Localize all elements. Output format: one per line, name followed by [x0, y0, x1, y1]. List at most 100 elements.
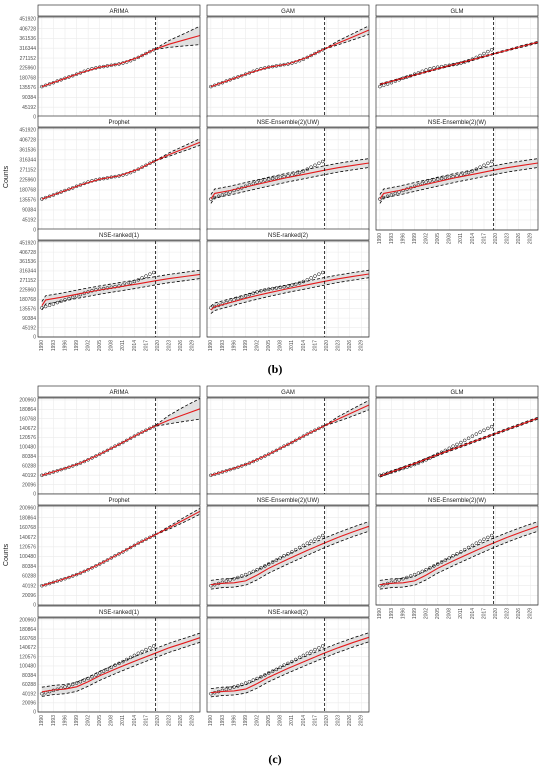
observed-point [305, 432, 310, 436]
y-tick-label: 120576 [19, 654, 36, 660]
observed-point [313, 537, 317, 542]
observed-point [278, 446, 283, 451]
x-tick-label: 2011 [458, 608, 464, 619]
facet-panel-nse-ranked-2: NSE-ranked(2) 1990 1993 1996 1999 2002 2005 200… [206, 605, 370, 726]
observed-point [297, 281, 302, 285]
y-tick-label: 90384 [22, 316, 36, 322]
observed-point [305, 167, 310, 171]
fitted-line [210, 636, 370, 694]
observed-point [255, 676, 259, 681]
facet-panel-gam: GAM [206, 4, 370, 118]
fitted-line [41, 34, 201, 88]
facet-strip [206, 4, 370, 17]
observed-point [305, 651, 310, 656]
observed-point [274, 448, 279, 453]
facet-panel-nse-ranked-2: NSE-ranked(2) 1990 1993 1996 1999 2002 2005 200… [206, 228, 370, 351]
x-tick-label: 1990 [208, 715, 214, 726]
observed-point [101, 669, 106, 673]
y-tick-label: 271152 [20, 278, 37, 284]
observed-point [432, 564, 436, 568]
observed-point [105, 448, 110, 453]
fitted-line [379, 41, 539, 85]
x-tick-label: 1993 [389, 608, 395, 619]
upper-bound-line [379, 521, 539, 581]
x-tick-label: 2005 [266, 340, 272, 351]
facet-title: NSE-ranked(2) [268, 233, 308, 239]
x-tick-label: 2002 [423, 608, 429, 619]
observed-point [293, 438, 298, 443]
y-tick-label: 180768 [19, 75, 36, 81]
observed-point [251, 291, 256, 295]
fitted-line [41, 637, 201, 693]
observed-point [144, 428, 148, 433]
facet-panel-arima: ARIMA 0 20096 40192 60288 80384 100480 120576 14… [19, 385, 201, 498]
x-tick-label: 2026 [516, 608, 522, 619]
facet-figure-(b): Counts ARIMA 0 45192 90384 135576 180768 225960… [3, 4, 539, 351]
observed-point [243, 572, 248, 577]
y-tick-label: 135576 [19, 198, 36, 204]
observed-point [136, 651, 141, 656]
lower-bound-line [379, 418, 539, 478]
observed-point [286, 552, 290, 556]
x-tick-label: 1999 [74, 715, 80, 726]
observed-point [320, 533, 325, 538]
y-tick-label: 20096 [22, 482, 36, 488]
observed-point [489, 533, 494, 538]
x-tick-label: 2017 [143, 715, 149, 726]
observed-point [113, 553, 117, 558]
observed-point [243, 294, 248, 298]
observed-point [459, 440, 463, 445]
observed-point [132, 543, 137, 548]
observed-point [148, 426, 152, 431]
observed-point [301, 169, 306, 173]
observed-point [309, 165, 313, 169]
panel-border [37, 505, 201, 606]
observed-point [455, 442, 459, 447]
observed-point [247, 292, 252, 297]
observed-point [482, 163, 486, 168]
observed-point [474, 432, 479, 436]
observed-point [67, 684, 71, 688]
observed-point [55, 300, 60, 305]
x-tick-label: 2008 [109, 715, 115, 726]
facet-figure-(c): Counts ARIMA 0 20096 40192 60288 80384 100480 12… [3, 385, 539, 726]
y-tick-label: 100480 [19, 445, 36, 451]
observed-point [432, 178, 436, 182]
y-tick-label: 180864 [19, 515, 36, 521]
facet-panel-glm: GLM [375, 4, 539, 118]
x-tick-label: 2002 [85, 715, 91, 726]
x-tick-label: 2005 [435, 608, 441, 619]
y-tick-label: 180864 [19, 407, 36, 413]
observed-point [70, 682, 75, 687]
observed-point [263, 673, 267, 677]
panel-border [375, 127, 539, 231]
observed-point [109, 665, 114, 670]
observed-point [266, 671, 271, 675]
observed-point [140, 53, 144, 58]
panel-border [37, 617, 201, 713]
observed-point [378, 197, 382, 201]
facet-title: Prophet [108, 120, 129, 126]
facet-strip [375, 385, 539, 398]
y-tick-label: 60288 [22, 574, 36, 580]
x-tick-label: 2014 [470, 233, 476, 244]
x-tick-label: 1993 [220, 715, 226, 726]
x-tick-label: 1990 [39, 715, 45, 726]
observed-point [144, 647, 148, 652]
x-tick-label: 2029 [190, 715, 196, 726]
y-tick-label: 0 [33, 710, 36, 716]
observed-point [309, 53, 313, 58]
upper-bound-line [379, 158, 539, 195]
observed-point [232, 685, 236, 689]
observed-point [459, 550, 463, 554]
observed-point [320, 424, 325, 429]
panel-border [206, 617, 370, 713]
x-tick-label: 1993 [220, 340, 226, 351]
y-tick-label: 406728 [19, 138, 36, 144]
observed-point [282, 284, 286, 289]
observed-point [290, 550, 294, 554]
panel-background [207, 17, 369, 117]
x-tick-label: 2017 [481, 608, 487, 619]
observed-point [136, 278, 141, 282]
x-tick-label: 2011 [289, 715, 295, 726]
